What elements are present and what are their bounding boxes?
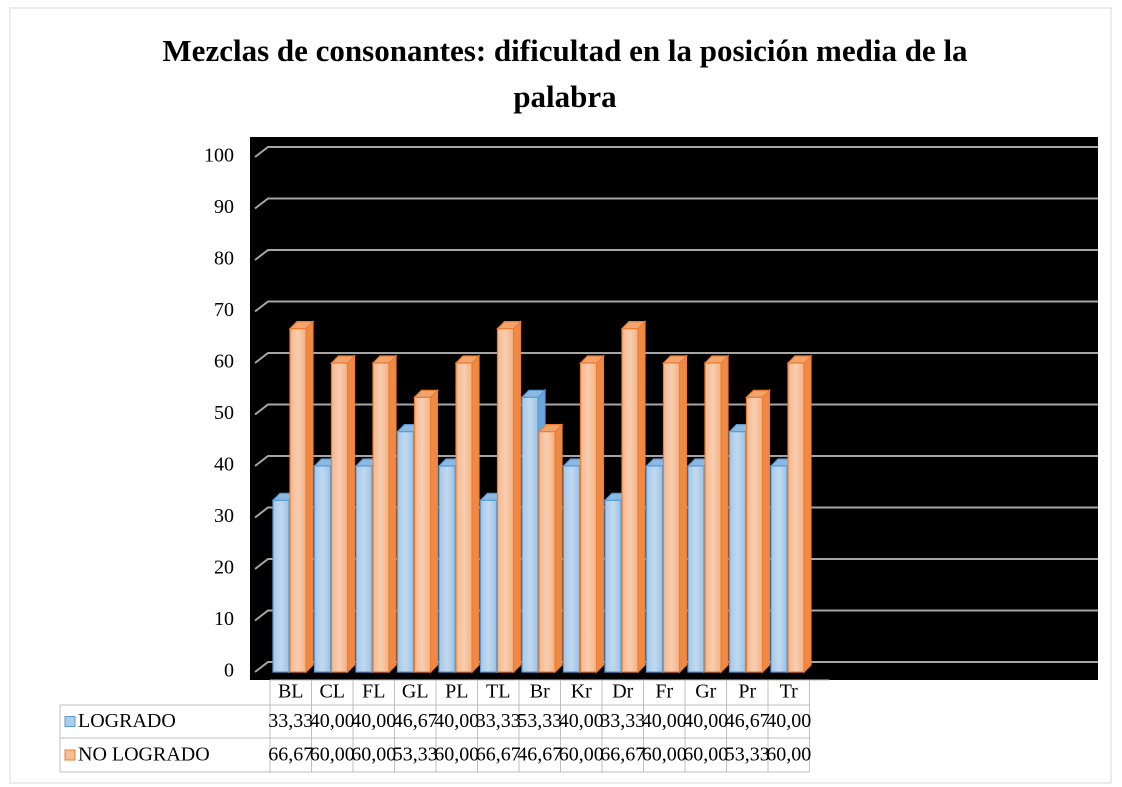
grid-line: [254, 609, 1098, 622]
table-value: 40,00: [683, 710, 728, 732]
table-value: 40,00: [642, 710, 687, 732]
x-tick-label: Kr: [571, 681, 592, 703]
y-tick-label: 10: [214, 608, 234, 630]
y-tick-label: 100: [204, 145, 234, 167]
x-tick-label: Tr: [780, 681, 799, 703]
x-tick-label: TL: [486, 681, 510, 703]
bar: [537, 423, 564, 674]
table-value: 60,00: [310, 744, 355, 766]
y-tick-label: 0: [224, 660, 234, 682]
bar: [662, 354, 688, 674]
bar: [786, 354, 813, 674]
x-tick-label: CL: [319, 681, 345, 703]
grid-line: [254, 455, 1098, 467]
legend-label: NO LOGRADO: [78, 744, 210, 766]
table-value: 40,00: [351, 710, 396, 732]
grid-line: [254, 300, 1098, 313]
frame: [9, 7, 1112, 784]
table-value: 40,00: [310, 710, 355, 732]
y-tick-label: 20: [214, 557, 234, 579]
x-tick-label: Dr: [612, 681, 633, 703]
x-tick-label: Fr: [655, 681, 673, 703]
table-value: 33,33: [600, 710, 645, 732]
y-tick-label: 90: [214, 196, 234, 218]
table-value: 60,00: [683, 744, 728, 766]
table-value: 53,33: [517, 710, 562, 732]
table-value: 60,00: [559, 744, 604, 766]
chart-title: Mezclas de consonantes: dificultad en la…: [162, 33, 968, 114]
x-tick-label: Pr: [738, 681, 756, 703]
grid-line: [254, 197, 1098, 210]
grid-line: [254, 506, 1098, 519]
bar: [454, 354, 481, 674]
y-tick-label: 30: [214, 505, 234, 527]
x-tick-label: BL: [278, 681, 304, 703]
x-tick-label: GL: [402, 681, 429, 703]
grid-line: [254, 558, 1098, 570]
table-value: 33,33: [268, 710, 313, 732]
bar: [579, 354, 605, 674]
table-value: 60,00: [642, 744, 687, 766]
bar: [745, 388, 771, 674]
legend-label: LOGRADO: [78, 710, 176, 732]
table-value: 46,67: [393, 710, 438, 732]
grid-line: [254, 661, 1098, 673]
table-value: 66,67: [268, 744, 313, 766]
bar: [496, 320, 522, 674]
table-value: 40,00: [559, 710, 604, 732]
y-tick-label: 40: [214, 454, 234, 476]
y-tick-label: 60: [214, 351, 234, 373]
table-value: 60,00: [351, 744, 396, 766]
bar: [703, 354, 730, 674]
table-value: 46,67: [517, 744, 562, 766]
grid-line: [254, 146, 1098, 158]
y-tick-label: 50: [214, 402, 234, 424]
bar: [330, 354, 356, 674]
grid-line: [254, 249, 1098, 261]
table-value: 60,00: [766, 744, 811, 766]
x-tick-label: Br: [530, 681, 550, 703]
table-value: 53,33: [393, 744, 438, 766]
grid-line: [254, 352, 1098, 364]
table-value: 46,67: [725, 710, 770, 732]
table-value: 66,67: [600, 744, 645, 766]
legend-swatch: [64, 749, 76, 761]
x-tick-label: FL: [362, 681, 385, 703]
legend-swatch: [64, 716, 76, 727]
y-tick-label: 70: [214, 299, 234, 321]
bar: [620, 320, 647, 674]
table-value: 60,00: [434, 744, 479, 766]
x-tick-label: PL: [445, 681, 468, 703]
bar: [413, 388, 439, 674]
table-value: 66,67: [476, 744, 521, 766]
table-value: 33,33: [476, 710, 521, 732]
y-tick-label: 80: [214, 248, 234, 270]
table-value: 53,33: [725, 744, 770, 766]
table-value: 40,00: [434, 710, 479, 732]
bar: [288, 320, 315, 674]
grid-line: [254, 403, 1098, 416]
x-tick-label: Gr: [695, 681, 716, 703]
table-value: 40,00: [766, 710, 811, 732]
bar: [371, 354, 398, 674]
